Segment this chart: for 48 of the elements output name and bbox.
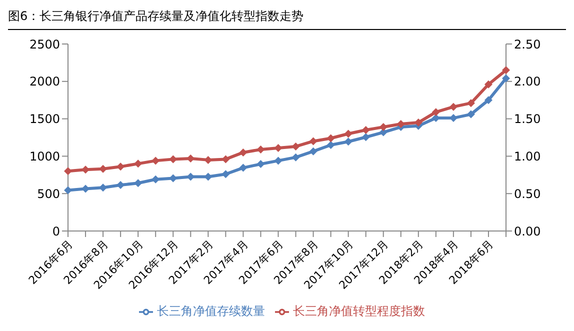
point <box>484 96 492 104</box>
y2-tick-label: 2.00 <box>514 74 541 89</box>
point <box>309 147 318 156</box>
chart-title: 图6：长三角银行净值产品存续量及净值化转型指数走势 <box>8 8 566 30</box>
point <box>256 160 265 168</box>
point <box>326 140 335 149</box>
point <box>274 156 282 165</box>
point <box>449 102 458 111</box>
y-tick-label: 0 <box>52 224 60 238</box>
y2-tick-label: 0.50 <box>514 186 541 201</box>
point <box>344 130 352 138</box>
point <box>309 137 318 146</box>
y2-tick-label: 2.50 <box>514 37 541 52</box>
point <box>362 126 370 134</box>
point <box>466 99 475 108</box>
point <box>292 142 300 150</box>
point <box>379 123 388 132</box>
point <box>239 148 248 156</box>
point <box>502 74 510 82</box>
point <box>256 145 265 154</box>
point <box>362 133 370 142</box>
y2-tick-label: 0.00 <box>514 224 541 238</box>
y-tick-label: 500 <box>37 186 60 201</box>
point <box>116 162 125 171</box>
point <box>292 153 300 162</box>
y2-tick-label: 1.00 <box>514 149 541 164</box>
legend-label: 长三角净值存续数量 <box>157 304 265 318</box>
y2-tick-label: 1.50 <box>514 112 541 126</box>
point <box>432 108 440 116</box>
point <box>64 186 72 194</box>
point <box>344 138 352 146</box>
point <box>64 167 72 176</box>
point <box>134 160 142 168</box>
point <box>502 66 510 74</box>
y-tick-label: 2500 <box>29 37 60 52</box>
point <box>396 120 405 128</box>
point <box>484 80 492 88</box>
point <box>239 164 248 172</box>
point <box>466 110 475 118</box>
point <box>274 144 282 152</box>
point <box>222 170 230 178</box>
y-tick-label: 2000 <box>29 74 60 89</box>
y-tick-label: 1000 <box>29 149 60 164</box>
point <box>152 156 160 165</box>
y-tick-label: 1500 <box>29 112 60 126</box>
point <box>326 134 335 142</box>
legend-label: 长三角净值转型程度指数 <box>293 304 425 318</box>
point <box>134 179 142 188</box>
